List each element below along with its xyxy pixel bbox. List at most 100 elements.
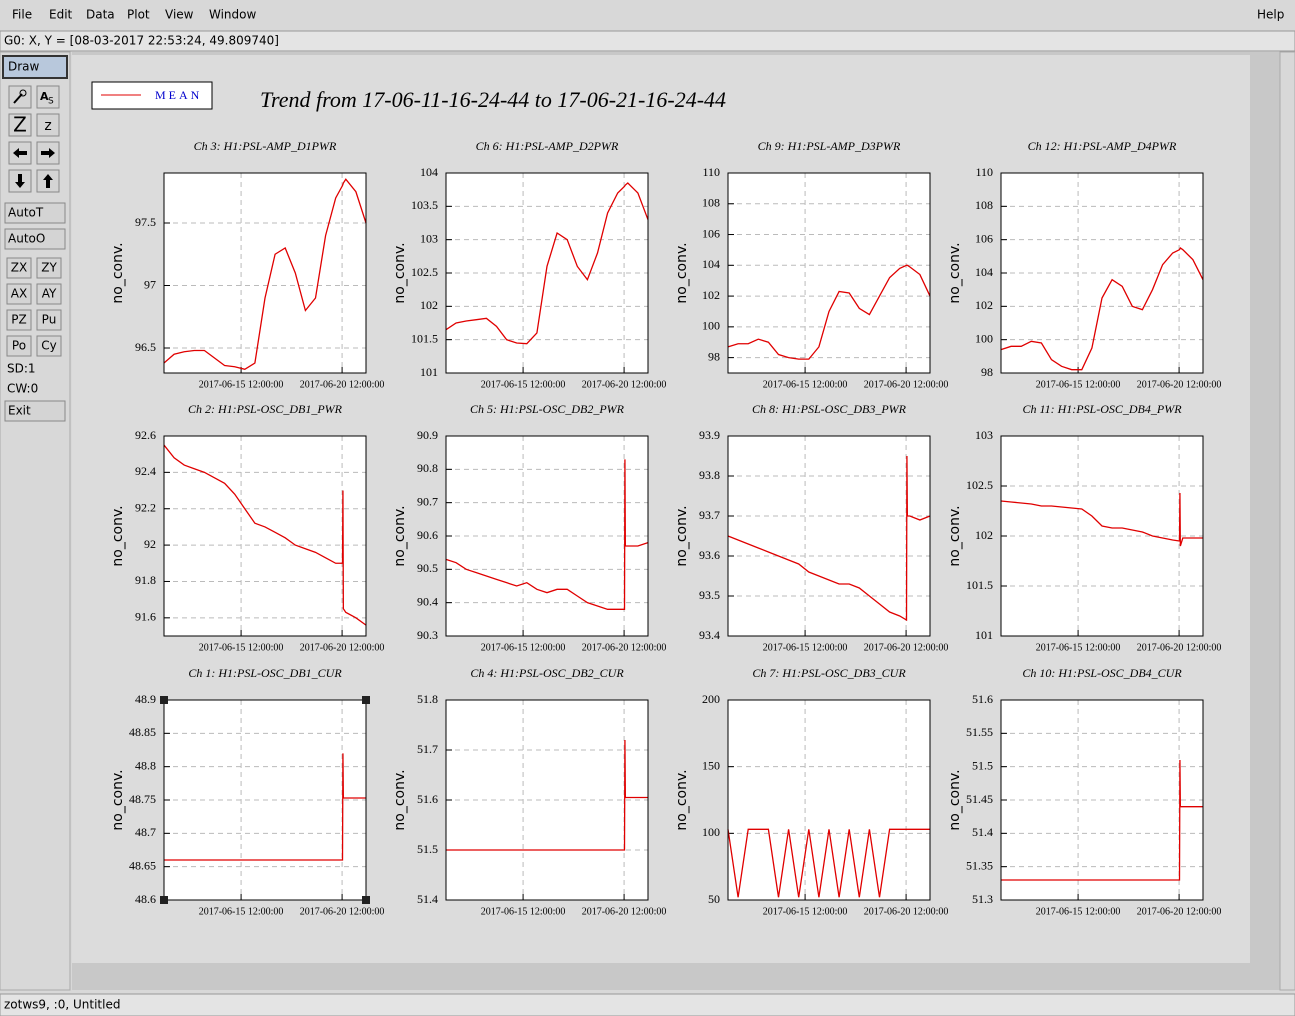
grid-button[interactable] xyxy=(36,309,62,331)
y-tick-label: 108 xyxy=(702,196,720,210)
y-tick-label: 97 xyxy=(144,277,156,291)
y-tick-label: 92 xyxy=(144,537,156,551)
y-tick-label: 48.75 xyxy=(129,792,156,806)
y-tick-label: 103 xyxy=(975,428,993,442)
x-tick-label: 2017-06-20 12:00:00 xyxy=(582,642,667,653)
x-tick-label: 2017-06-20 12:00:00 xyxy=(1137,642,1222,653)
zoom-in-icon[interactable] xyxy=(8,113,32,137)
y-tick-label: 102 xyxy=(975,528,993,542)
grid-button[interactable] xyxy=(6,335,32,357)
handle[interactable] xyxy=(160,896,168,904)
y-tick-label: 90.8 xyxy=(417,461,438,475)
plot-frame xyxy=(1000,435,1204,637)
y-tick-label: 104 xyxy=(420,165,438,179)
y-tick-label: 48.6 xyxy=(135,892,156,906)
button-label: AutoO xyxy=(8,232,45,246)
chart-title: Ch 8: H1:PSL-OSC_DB3_PWR xyxy=(752,402,907,416)
scrollbar[interactable] xyxy=(1279,51,1295,991)
grid-button[interactable] xyxy=(6,309,32,331)
icon-glyph: S xyxy=(48,97,54,107)
y-axis-label: no_conv. xyxy=(110,769,126,830)
x-tick-label: 2017-06-15 12:00:00 xyxy=(1036,379,1121,390)
y-tick-label: 90.9 xyxy=(417,428,438,442)
grid-button[interactable] xyxy=(6,283,32,305)
y-tick-label: 51.6 xyxy=(972,692,993,706)
plot-frame xyxy=(163,699,367,901)
y-tick-label: 102 xyxy=(420,298,438,312)
icon-glyph xyxy=(15,174,25,188)
autot-button[interactable] xyxy=(4,202,66,224)
zoom-out-icon[interactable] xyxy=(36,113,60,137)
button-label: ZY xyxy=(41,261,57,275)
menu-help[interactable]: Help xyxy=(1257,8,1284,22)
button-label: AY xyxy=(42,287,57,301)
y-tick-label: 93.5 xyxy=(699,588,720,602)
y-tick-label: 48.8 xyxy=(135,758,156,772)
x-tick-label: 2017-06-15 12:00:00 xyxy=(199,906,284,917)
grid-button[interactable] xyxy=(36,335,62,357)
y-tick-label: 101.5 xyxy=(411,331,438,345)
y-tick-label: 90.4 xyxy=(417,594,438,608)
handle[interactable] xyxy=(362,896,370,904)
menu-data[interactable]: Data xyxy=(86,8,115,22)
icon-glyph xyxy=(13,148,27,158)
x-tick-label: 2017-06-15 12:00:00 xyxy=(199,379,284,390)
draw-button[interactable] xyxy=(2,55,68,79)
icon-glyph: Z xyxy=(13,113,27,137)
x-tick-label: 2017-06-20 12:00:00 xyxy=(582,379,667,390)
button-label: Po xyxy=(12,339,26,353)
y-axis-label: no_conv. xyxy=(674,242,690,303)
y-tick-label: 100 xyxy=(702,825,720,839)
icon-glyph xyxy=(43,174,53,188)
x-tick-label: 2017-06-20 12:00:00 xyxy=(1137,379,1222,390)
legend-label: MEAN xyxy=(155,88,202,102)
menu-file[interactable]: File xyxy=(12,8,32,22)
y-tick-label: 101 xyxy=(420,365,438,379)
chart-title: Ch 7: H1:PSL-OSC_DB3_CUR xyxy=(752,666,906,680)
y-tick-label: 101 xyxy=(975,628,993,642)
plot-frame xyxy=(445,435,649,637)
menu-window[interactable]: Window xyxy=(209,8,257,22)
plot-frame xyxy=(727,172,931,374)
y-tick-label: 51.35 xyxy=(966,858,993,872)
y-tick-label: 102.5 xyxy=(411,265,438,279)
data-line xyxy=(163,444,367,626)
handle[interactable] xyxy=(362,696,370,704)
button-label: ZX xyxy=(11,261,27,275)
data-line xyxy=(445,459,649,610)
y-tick-label: 93.9 xyxy=(699,428,720,442)
y-tick-label: 96.5 xyxy=(135,340,156,354)
y-tick-label: 93.7 xyxy=(699,508,720,522)
y-tick-label: 93.8 xyxy=(699,468,720,482)
chart-title: Ch 9: H1:PSL-AMP_D3PWR xyxy=(758,139,901,153)
y-axis-label: no_conv. xyxy=(392,769,408,830)
y-tick-label: 92.4 xyxy=(135,464,156,478)
icon-glyph xyxy=(41,148,55,158)
menu-edit[interactable]: Edit xyxy=(49,8,73,22)
menu-plot[interactable]: Plot xyxy=(127,8,150,22)
draw-label: Draw xyxy=(8,60,40,74)
chart-title: Ch 5: H1:PSL-OSC_DB2_PWR xyxy=(470,402,625,416)
chart-title: Ch 4: H1:PSL-OSC_DB2_CUR xyxy=(470,666,624,680)
y-tick-label: 51.3 xyxy=(972,892,993,906)
text-icon[interactable] xyxy=(36,85,60,109)
data-line xyxy=(1001,759,1203,881)
data-line xyxy=(164,753,366,861)
handle[interactable] xyxy=(160,696,168,704)
y-tick-label: 90.6 xyxy=(417,528,438,542)
grid-button[interactable] xyxy=(36,257,62,279)
autoo-button[interactable] xyxy=(4,228,66,250)
data-line xyxy=(727,455,931,622)
x-tick-label: 2017-06-15 12:00:00 xyxy=(763,906,848,917)
y-axis-label: no_conv. xyxy=(947,769,963,830)
y-tick-label: 90.7 xyxy=(417,494,438,508)
y-tick-label: 106 xyxy=(702,226,720,240)
menu-view[interactable]: View xyxy=(165,8,194,22)
grid-button[interactable] xyxy=(6,257,32,279)
charts: Ch 3: H1:PSL-AMP_D1PWR no_conv. 96.5 97 97.5… xyxy=(110,139,1221,918)
exit-button[interactable] xyxy=(4,400,66,422)
y-tick-label: 51.5 xyxy=(972,758,993,772)
y-tick-label: 93.6 xyxy=(699,548,720,562)
y-axis-label: no_conv. xyxy=(110,505,126,566)
grid-button[interactable] xyxy=(36,283,62,305)
